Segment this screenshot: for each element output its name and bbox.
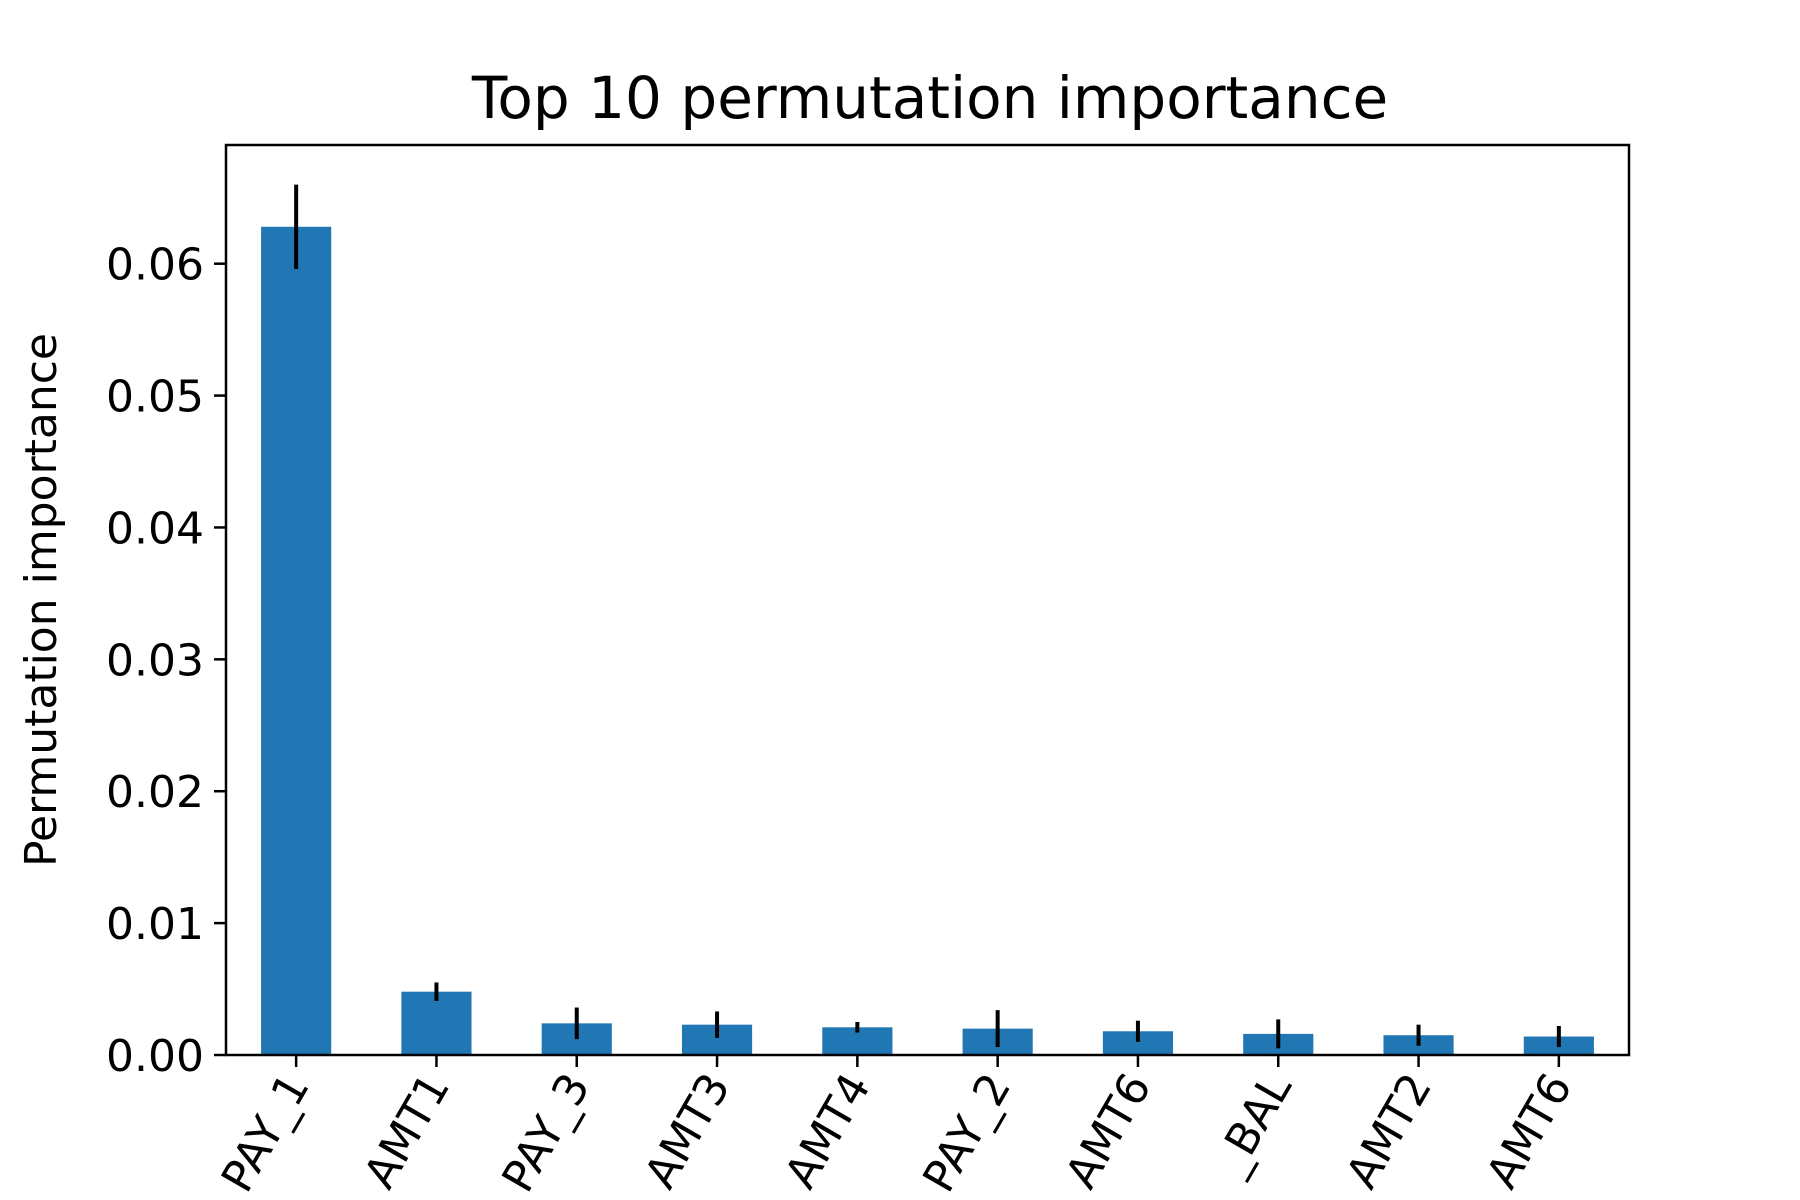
x-tick-label: AMT3 [635,1065,741,1197]
bars-group [261,226,1594,1055]
y-tick-label: 0.04 [106,503,204,554]
x-tick-label: AMT2 [1336,1065,1442,1197]
y-axis-label: Permutation importance [16,333,67,867]
plot-frame [224,143,1631,1057]
y-tick-label: 0.01 [106,899,204,950]
y-tick-label: 0.02 [106,767,204,818]
x-tick-label: _BAL [1204,1065,1302,1184]
error-bars-group [294,184,1561,1049]
x-tick-label: PAY_3 [492,1065,600,1200]
x-tick-label: AMT1 [354,1065,460,1197]
y-tick-label: 0.00 [106,1031,204,1082]
x-axis-ticks: PAY_1 AMT1 PAY_3 AMT3 AMT4 PAY_2 AMT6 _BAL AMT2 A… [212,1055,1583,1200]
x-tick-label: PAY_1 [212,1065,320,1200]
x-tick-label: PAY_2 [913,1065,1021,1200]
y-axis-ticks: 0.00 0.01 0.02 0.03 0.04 0.05 0.06 [106,240,226,1082]
y-tick-label: 0.06 [106,240,204,291]
y-tick-label: 0.05 [106,372,204,423]
x-tick-label: AMT6 [1056,1065,1162,1197]
bar-2 [401,991,472,1055]
chart-title: Top 10 permutation importance [471,64,1388,132]
x-tick-label: AMT6 [1477,1065,1583,1197]
x-tick-label: AMT4 [775,1065,881,1197]
bar-1 [261,226,332,1055]
y-tick-label: 0.03 [106,635,204,686]
bar-7 [1102,1031,1174,1055]
